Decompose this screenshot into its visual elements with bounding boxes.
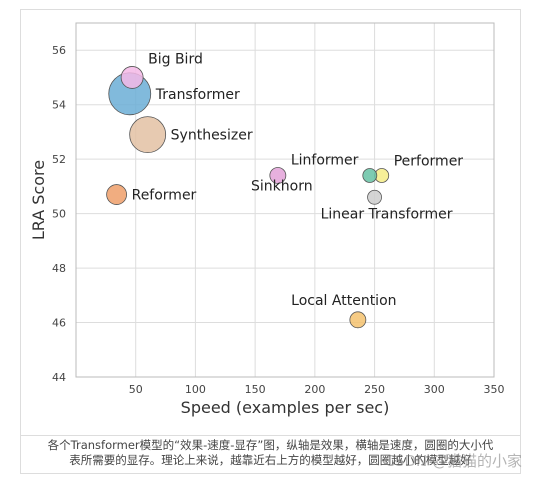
x-tick-labels: 50 100 150 200 250 300 350: [129, 383, 505, 396]
point-label: Local Attention: [291, 293, 396, 309]
data-point: [120, 66, 144, 89]
y-tick-label: 48: [52, 262, 66, 275]
point-label: Linformer: [291, 152, 359, 168]
y-tick-label: 56: [52, 44, 66, 57]
y-axis-label: LRA Score: [29, 160, 48, 240]
point-label: Transformer: [155, 87, 240, 103]
data-point: [367, 189, 382, 205]
x-tick-label: 350: [484, 383, 505, 396]
x-tick-label: 200: [304, 383, 325, 396]
chart-frame: [20, 9, 521, 436]
caption-line-1: 各个Transformer模型的“效果-速度-显存”图，纵轴是效果，横轴是速度，…: [47, 438, 494, 452]
x-tick-label: 150: [245, 383, 266, 396]
point-label: Sinkhorn: [251, 178, 313, 194]
point-label: Linear Transformer: [321, 206, 453, 222]
point-label: Big Bird: [148, 51, 203, 67]
y-tick-label: 52: [52, 153, 66, 166]
caption-line-2: 表所需要的显存。理论上来说，越靠近右上方的模型越好，圆圈越小的模型越好: [69, 453, 472, 467]
y-tick-label: 50: [52, 208, 66, 221]
data-point: [349, 311, 367, 329]
data-point: [362, 168, 378, 183]
plot-area: [75, 22, 495, 378]
x-tick-label: 100: [185, 383, 206, 396]
point-label: Reformer: [132, 188, 197, 204]
y-tick-label: 54: [52, 99, 66, 112]
y-tick-label: 44: [52, 371, 66, 384]
data-point: [269, 167, 287, 184]
lra-speed-scatter-chart: 50 100 150 200 250 300 350 44 46 48 50 52 54 56 Big …: [29, 22, 505, 417]
x-axis-label: Speed (examples per sec): [181, 398, 390, 417]
data-points: [106, 66, 390, 329]
x-tick-label: 250: [364, 383, 385, 396]
point-label: Performer: [394, 153, 464, 169]
data-point: [106, 184, 128, 205]
watermark: CSDN @猫猫的小家: [384, 452, 522, 470]
point-label: Synthesizer: [171, 128, 253, 144]
point-labels: Big Bird Transformer Synthesizer Reformer Li…: [132, 51, 464, 308]
x-tick-label: 300: [424, 383, 445, 396]
y-tick-labels: 44 46 48 50 52 54 56: [52, 44, 66, 384]
y-tick-label: 46: [52, 317, 66, 330]
x-tick-label: 50: [129, 383, 143, 396]
figure-caption: 各个Transformer模型的“效果-速度-显存”图，纵轴是效果，横轴是速度，…: [20, 436, 521, 474]
data-point: [129, 116, 167, 154]
